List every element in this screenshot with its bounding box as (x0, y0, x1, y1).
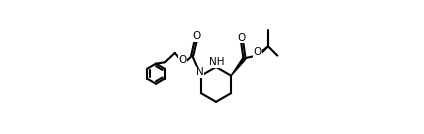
Text: O: O (253, 47, 261, 57)
Polygon shape (231, 57, 246, 76)
Text: N: N (196, 67, 204, 77)
Text: O: O (179, 55, 187, 65)
Text: O: O (193, 31, 201, 41)
Text: NH: NH (209, 57, 224, 67)
Text: O: O (237, 33, 245, 42)
